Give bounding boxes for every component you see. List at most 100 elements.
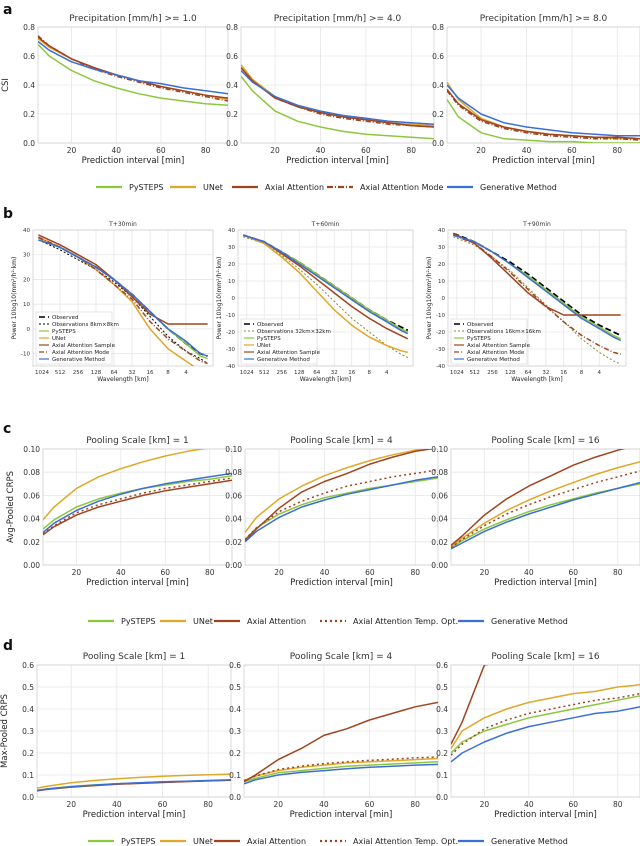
y-tick-label: -10 [226,313,235,319]
x-tick-label: 60 [567,146,577,155]
y-tick-label: 0.2 [436,749,448,758]
x-tick-label: 40 [316,146,326,155]
y-tick-label: 0.02 [225,538,242,547]
x-tick-label: 20 [273,800,283,809]
inner-legend-label: Observations 16km×16km [467,329,541,335]
y-tick-label: 0.2 [22,749,34,758]
inner-legend-label: Axial Attention Sample [257,350,321,356]
y-tick-label: 0.0 [226,139,238,148]
x-tick-label: 80 [201,146,211,155]
series-line-axial-attention-mode [38,35,228,102]
y-tick-label: 0.02 [23,538,40,547]
y-tick-label: 0.1 [436,771,448,780]
x-tick-label: 40 [320,568,330,577]
y-tick-label: 0.06 [431,491,448,500]
series-line-axial-attention-mode [453,234,621,355]
x-tick-label: 60 [365,568,375,577]
series-line-axial-attention [447,88,640,140]
y-tick-label: 40 [23,228,30,234]
x-tick-label: 60 [158,800,168,809]
x-axis-label: Prediction interval [min] [286,156,389,166]
plot-frame [447,229,627,367]
y-tick-label: -20 [436,330,445,336]
x-tick-label: 8 [166,370,170,376]
y-tick-label: 0.0 [229,793,241,802]
x-tick-label: 32 [542,370,549,376]
y-tick-label: 0.4 [432,81,444,90]
inner-legend-label: PySTEPS [467,336,491,342]
series-line-generative-method [245,476,438,543]
y-axis-label: Max-Pooled CRPS [0,694,10,768]
series-line-axial-attention [241,67,434,128]
inner-legend-label: Axial Attention Sample [52,343,116,349]
y-tick-label: 0.2 [432,110,444,119]
x-tick-label: 1024 [35,370,49,376]
chart-title: Pooling Scale [km] = 1 [83,652,185,662]
series-line-axial-attention-sample [452,232,621,316]
inner-legend-label: Observed [467,322,493,328]
x-tick-label: 20 [270,146,280,155]
y-tick-label: 0.1 [229,771,241,780]
y-tick-label: 0.2 [226,110,238,119]
x-tick-label: 32 [331,370,338,376]
y-tick-label: 40 [228,228,235,234]
legend-label: PySTEPS [129,183,163,192]
y-tick-label: 0.10 [225,445,242,454]
series-line-generative-method [37,779,231,792]
series-line-axial-attention [451,449,626,546]
x-tick-label: 1024 [240,370,254,376]
series-line-generative-method [243,234,409,335]
x-tick-label: 80 [613,568,623,577]
y-tick-label: -30 [436,347,445,353]
plot-frame [237,229,414,367]
series-line-unet [243,234,408,354]
series-line-unet [451,461,640,548]
plot-frame [32,229,214,367]
series-line-pysteps [38,43,228,107]
legend-label: Axial Attention [247,837,306,846]
series-group [241,64,434,140]
x-tick-label: 64 [313,370,320,376]
x-tick-label: 16 [147,370,154,376]
y-tick-label: 0 [232,296,236,302]
legend-label: UNet [193,837,213,846]
x-tick-label: 80 [613,800,623,809]
x-tick-label: 40 [319,800,329,809]
y-tick-label: -10 [21,352,30,358]
panel-letter-a: a [3,2,12,18]
panel-letter-c: c [3,421,11,437]
series-line-axial-attention-temp-opt- [451,692,640,756]
x-axis-label: Wavelength [km] [97,376,149,383]
panel-letter-b: b [3,206,13,222]
x-axis-label: Prediction interval [min] [492,156,595,166]
y-tick-label: -40 [226,364,235,370]
y-tick-label: 0.04 [225,515,242,524]
x-tick-label: 40 [524,568,534,577]
x-tick-label: 60 [569,800,579,809]
x-tick-label: 8 [580,370,584,376]
x-tick-label: 1024 [450,370,464,376]
x-tick-label: 20 [67,146,77,155]
y-tick-label: 10 [438,279,445,285]
y-tick-label: 0.5 [436,683,448,692]
y-tick-label: 0.4 [229,705,241,714]
x-tick-label: 4 [598,370,602,376]
y-tick-label: 30 [228,245,235,251]
x-tick-label: 80 [203,800,213,809]
series-line-axial-attention [43,479,232,536]
y-tick-label: 0.0 [23,139,35,148]
y-tick-label: 30 [23,253,30,259]
x-tick-label: 512 [469,370,480,376]
y-tick-label: 0.00 [23,561,40,570]
inner-legend-label: Observed [52,315,78,321]
chart-title: Pooling Scale [km] = 4 [290,652,393,662]
series-group [37,773,231,792]
x-tick-label: 128 [294,370,305,376]
y-tick-label: 20 [438,262,445,268]
series-line-axial-attention [451,665,489,745]
legend-label: PySTEPS [121,837,155,846]
chart-title: Precipitation [mm/h] >= 8.0 [480,14,608,24]
y-tick-label: 0.08 [225,468,242,477]
series-group [244,701,438,785]
chart-title: T+30min [108,221,137,228]
